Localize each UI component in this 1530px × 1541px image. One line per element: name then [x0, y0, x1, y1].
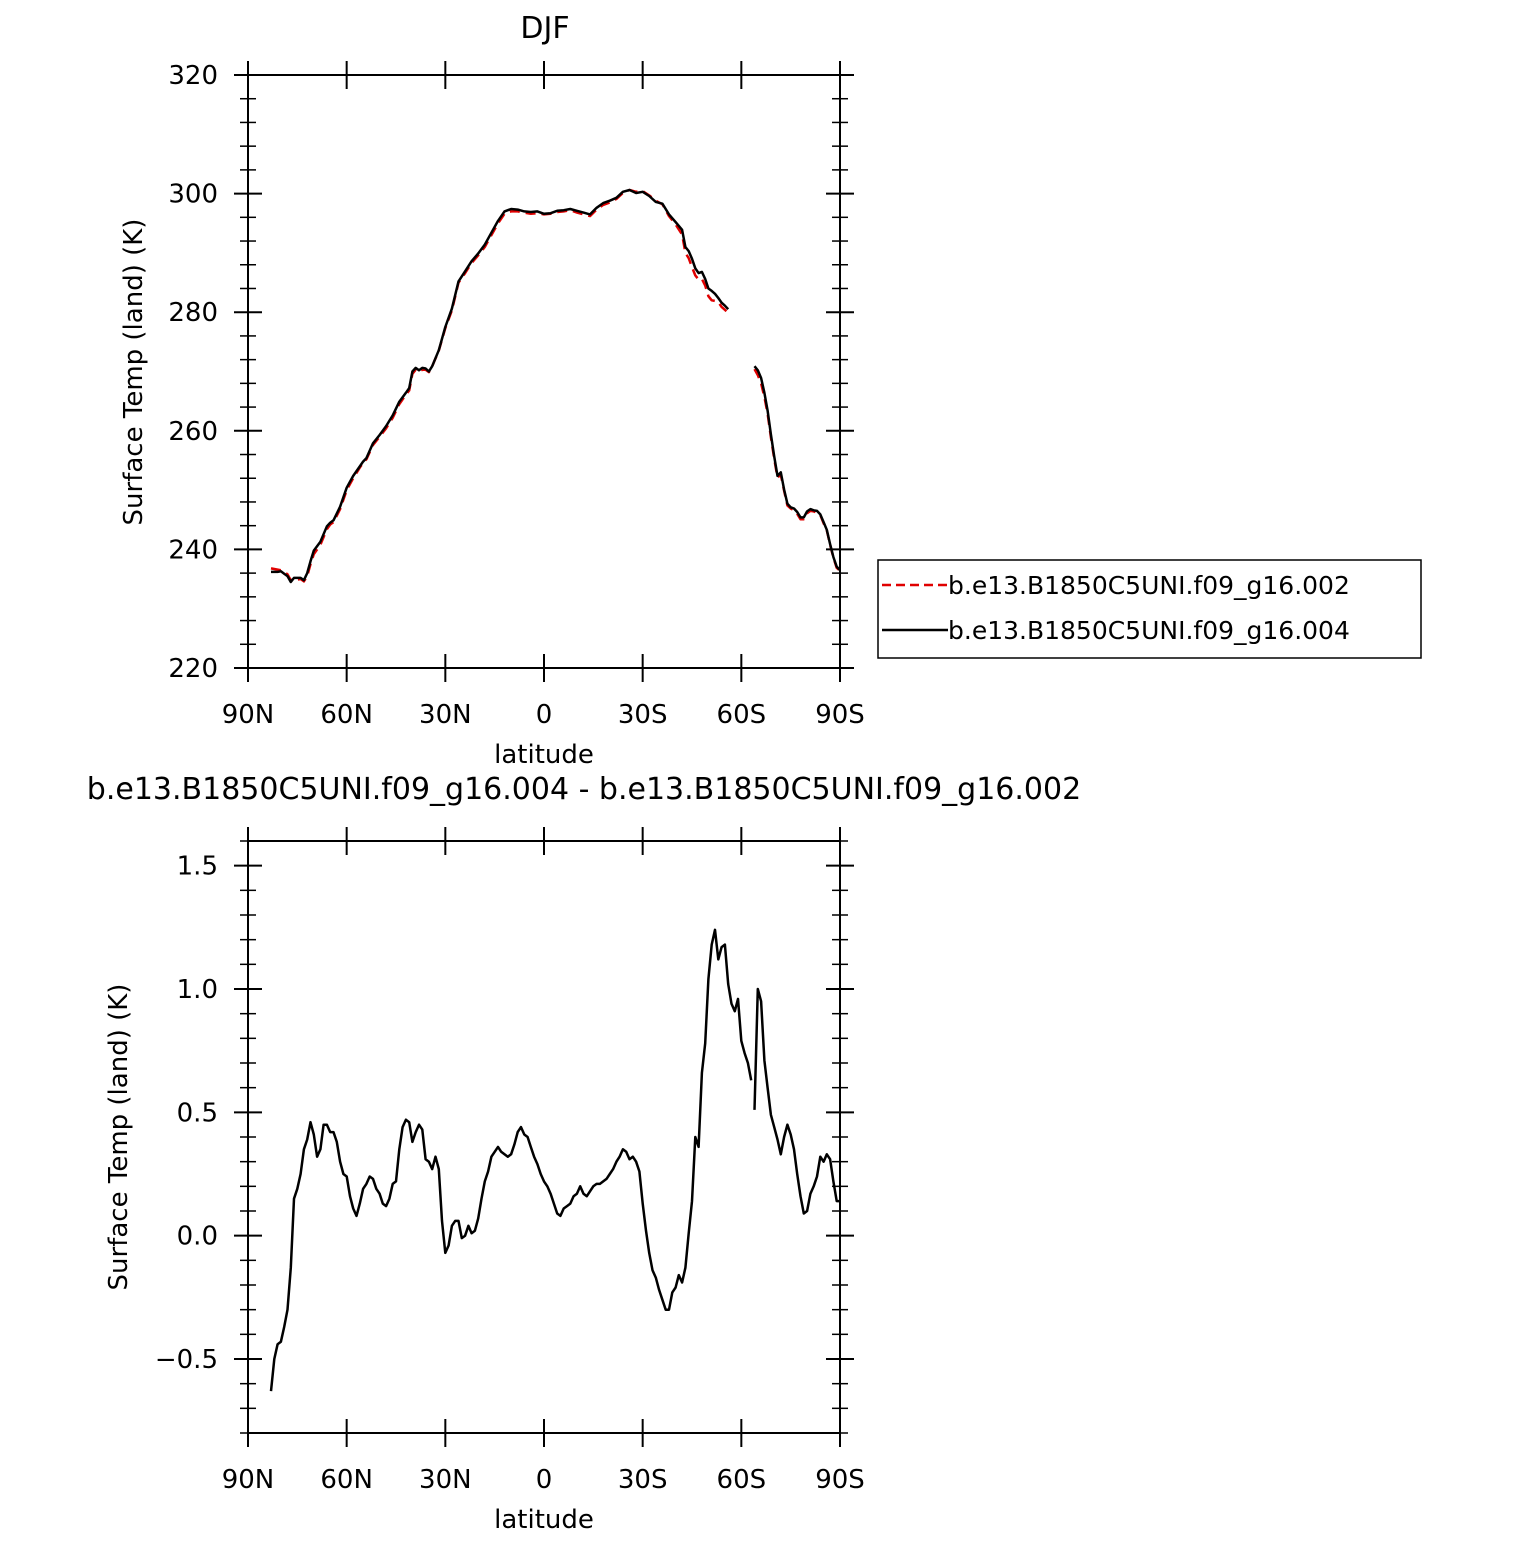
- legend-entry-002: b.e13.B1850C5UNI.f09_g16.002: [948, 571, 1350, 600]
- y-tick-label: 280: [168, 298, 218, 328]
- plot-lines: [269, 928, 840, 1392]
- y-tick-label: 0.0: [177, 1222, 218, 1252]
- y-tick-label: 240: [168, 535, 218, 565]
- plot-frame: [247, 840, 841, 1434]
- series-line-0-segment-1: [753, 368, 841, 572]
- x-tick-label: 30S: [618, 1465, 668, 1495]
- y-axis-label: Surface Temp (land) (K): [104, 984, 134, 1291]
- legend-entry-004: b.e13.B1850C5UNI.f09_g16.004: [948, 616, 1350, 645]
- difference-chart: b.e13.B1850C5UNI.f09_g16.004 - b.e13.B18…: [87, 772, 1081, 1535]
- chart-title: b.e13.B1850C5UNI.f09_g16.004 - b.e13.B18…: [87, 772, 1081, 807]
- legend-box: [877, 559, 1422, 659]
- plot-frame: [247, 74, 841, 669]
- y-tick-label: 300: [168, 180, 218, 210]
- series-line-0-segment-0: [269, 928, 753, 1392]
- x-tick-label: 30S: [618, 700, 668, 730]
- series-line-1-segment-0: [271, 188, 730, 584]
- y-axis-label: Surface Temp (land) (K): [119, 219, 149, 526]
- y-tick-label: 1.0: [177, 975, 218, 1005]
- x-tick-label: 60N: [320, 1465, 373, 1495]
- x-tick-label: 60N: [320, 700, 373, 730]
- legend: b.e13.B1850C5UNI.f09_g16.002 b.e13.B1850…: [877, 559, 1422, 659]
- series-line-0-segment-1: [753, 987, 840, 1215]
- series-line-0-segment-0: [270, 188, 730, 583]
- x-tick-label: 90N: [222, 700, 275, 730]
- x-tick-label: 0: [536, 700, 553, 730]
- x-axis-ticks: 90N 60N 30N 0 30S 60S 90S: [222, 827, 865, 1495]
- y-tick-label: 260: [168, 417, 218, 447]
- y-tick-label: 220: [168, 654, 218, 684]
- y-tick-label: −0.5: [155, 1345, 218, 1375]
- x-axis-label: latitude: [494, 1505, 594, 1535]
- x-tick-label: 30N: [419, 700, 472, 730]
- plot-lines: [270, 188, 841, 584]
- chart-title: DJF: [520, 11, 569, 46]
- y-axis-ticks: 220 240 260 280 300 320: [168, 61, 854, 684]
- series-line-1-segment-1: [753, 365, 841, 572]
- x-tick-label: 30N: [419, 1465, 472, 1495]
- x-axis-ticks: 90N 60N 30N 0 30S 60S 90S: [222, 61, 865, 730]
- x-axis-label: latitude: [494, 740, 594, 770]
- x-tick-label: 90S: [815, 700, 865, 730]
- x-tick-label: 60S: [717, 1465, 767, 1495]
- x-tick-label: 60S: [717, 700, 767, 730]
- y-tick-label: 320: [168, 61, 218, 91]
- y-tick-label: 0.5: [177, 1098, 218, 1128]
- x-tick-label: 0: [536, 1465, 553, 1495]
- y-axis-ticks: −0.5 0.0 0.5 1.0 1.5: [155, 840, 854, 1434]
- x-tick-label: 90N: [222, 1465, 275, 1495]
- y-tick-label: 1.5: [177, 852, 218, 882]
- x-tick-label: 90S: [815, 1465, 865, 1495]
